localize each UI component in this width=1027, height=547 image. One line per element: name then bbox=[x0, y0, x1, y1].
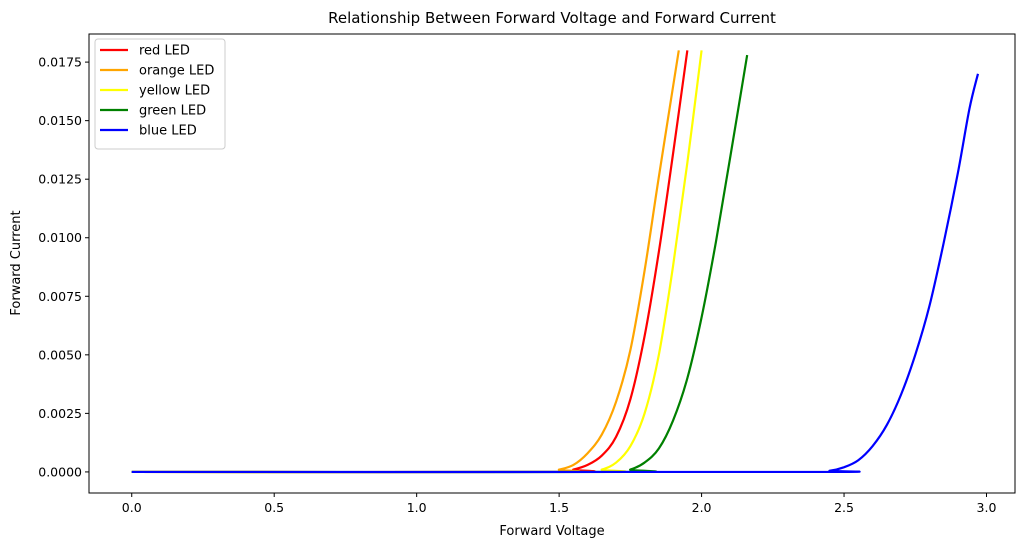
x-tick-label: 0.5 bbox=[264, 500, 284, 515]
legend-box bbox=[94, 38, 226, 150]
legend-label: green LED bbox=[139, 104, 206, 119]
series-layer bbox=[131, 50, 980, 474]
x-axis: 0.0 0.5 1.0 1.5 2.0 2.5 3.0 bbox=[122, 493, 997, 515]
legend-label: yellow LED bbox=[139, 84, 210, 99]
legend-label: red LED bbox=[139, 44, 190, 59]
y-tick-label: 0.0000 bbox=[38, 464, 82, 479]
y-tick-label: 0.0050 bbox=[38, 347, 82, 362]
x-tick-label: 2.5 bbox=[834, 500, 854, 515]
y-tick-label: 0.0025 bbox=[38, 406, 82, 421]
x-tick-label: 0.0 bbox=[122, 500, 142, 515]
x-tick-label: 1.5 bbox=[549, 500, 569, 515]
x-axis-title: Forward Voltage bbox=[499, 524, 604, 539]
y-axis-title: Forward Current bbox=[9, 210, 24, 315]
chart-title: Relationship Between Forward Voltage and… bbox=[328, 9, 776, 27]
legend-label: orange LED bbox=[139, 64, 214, 79]
x-tick-label: 1.0 bbox=[407, 500, 427, 515]
series-line-blue-led bbox=[131, 73, 980, 474]
x-tick-label: 2.0 bbox=[692, 500, 712, 515]
y-tick-label: 0.0150 bbox=[38, 113, 82, 128]
y-axis: 0.0000 0.0025 0.0050 0.0075 0.0100 0.0125 0.01… bbox=[38, 55, 89, 479]
legend-label: blue LED bbox=[139, 124, 197, 139]
x-tick-label: 3.0 bbox=[977, 500, 997, 515]
y-tick-label: 0.0125 bbox=[38, 172, 82, 187]
y-tick-label: 0.0175 bbox=[38, 55, 82, 70]
y-tick-label: 0.0100 bbox=[38, 230, 82, 245]
plot-frame bbox=[88, 33, 1016, 494]
legend: red LED orange LED yellow LED green LED blue… bbox=[94, 38, 226, 150]
legend-items: red LED orange LED yellow LED green LED blue… bbox=[100, 44, 214, 139]
y-tick-label: 0.0075 bbox=[38, 289, 82, 304]
